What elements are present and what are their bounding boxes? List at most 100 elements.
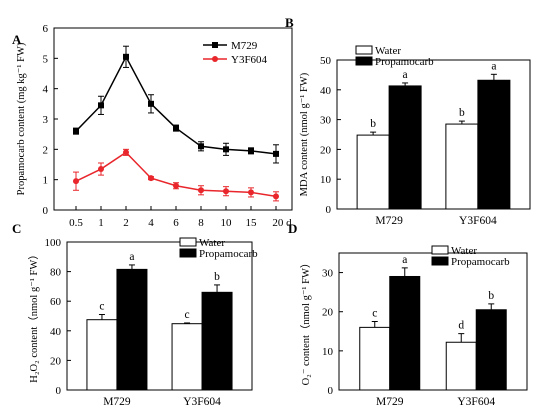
panel-a-point-m729 — [198, 143, 204, 150]
panel-b-legend-label-water: Water — [375, 45, 401, 57]
panel-c-plot-frame — [66, 241, 253, 391]
panel-a-x-tick-label: 8 — [198, 217, 204, 229]
panel-b-y-tick-label: 20 — [320, 144, 332, 156]
panel-c-significance-letter: c — [184, 309, 189, 321]
panel-c-bar-propamocarb — [116, 268, 148, 391]
panel-c-y-tick-label: 60 — [50, 296, 62, 308]
panel-a-x-tick-label: 20 d — [272, 217, 292, 229]
panel-a-x-tick-label: 1 — [98, 217, 104, 229]
panel-b-significance-letter: a — [491, 60, 496, 72]
panel-b-y-tick-label: 0 — [326, 204, 332, 216]
panel-a-point-m729 — [273, 150, 279, 157]
panel-c-y-tick-label: 20 — [50, 355, 62, 367]
panel-a-x-tick-label: 2 — [123, 217, 129, 229]
panel-a-point-m729 — [123, 53, 129, 60]
panel-label-a: A — [12, 32, 22, 47]
panel-c-legend-label-water: Water — [199, 237, 225, 249]
panel-c-significance-letter: c — [99, 301, 104, 313]
panel-label-b: B — [285, 15, 294, 30]
panel-b-legend-swatch-water — [355, 45, 373, 55]
panel-d-y-tick-label: 10 — [322, 346, 334, 358]
panel-d-y-tick-label: 20 — [322, 307, 334, 319]
panel-b-significance-letter: a — [403, 69, 408, 81]
panel-a-point-m729 — [173, 125, 179, 132]
panel-c-y-axis-label: H₂O₂ content（nmol g⁻¹ FW） — [28, 249, 40, 383]
panel-d-bar-propamocarb — [389, 275, 421, 391]
panel-a-point-y3f604 — [123, 149, 129, 156]
panel-b-bar-propamocarb — [477, 79, 511, 210]
panel-a-y-tick-label: 2 — [43, 144, 49, 156]
panel-a-point-m729 — [223, 146, 229, 153]
panel-a-y-tick-label: 0 — [43, 205, 49, 217]
panel-c-significance-letter: a — [129, 251, 134, 263]
panel-b-plot-frame — [336, 59, 531, 210]
panel-label-c: C — [12, 221, 21, 236]
panel-b-legend-swatch-propamocarb — [355, 56, 373, 66]
panel-b-bar-propamocarb — [388, 85, 422, 210]
panel-d-bar-propamocarb — [475, 309, 507, 391]
panel-a-line-chart: 0 1 2 3 4 5 6 Propamocarb content (mg kg⁻¹ FW) 0… — [16, 23, 293, 229]
panel-a-x-tick-label: 15 — [246, 217, 258, 229]
panel-b-legend-label-propamocarb: Propamocarb — [375, 56, 434, 68]
panel-a-x-tick-label: 6 — [173, 217, 179, 229]
panel-b-bar-water — [356, 134, 390, 210]
panel-a-legend-marker-y3f604 — [212, 56, 218, 62]
panel-c-y-tick-label: 80 — [50, 267, 62, 279]
panel-b-y-tick-label: 40 — [320, 85, 332, 97]
panel-a-series-line-m729 — [75, 55, 277, 155]
panel-b-bar-water — [445, 123, 479, 210]
panel-a-x-tick-label: 10 — [221, 217, 233, 229]
panel-a-point-m729 — [98, 102, 104, 109]
panel-b-significance-letter: b — [459, 107, 465, 119]
panel-a-y-tick-label: 6 — [43, 23, 49, 35]
panel-c-x-tick-label: M729 — [103, 396, 131, 408]
panel-d-y-tick-label: 30 — [322, 268, 334, 280]
panel-d-y-axis-label: O₂⁻ content（nmol g⁻¹ FW） — [300, 258, 312, 386]
panel-d-legend-label-water: Water — [451, 245, 477, 257]
panel-d-legend-swatch-water — [431, 245, 449, 255]
panel-a-legend-marker-m729 — [212, 42, 218, 48]
panel-a-y-tick-label: 4 — [43, 84, 49, 96]
panel-d-significance-letter: c — [372, 308, 377, 320]
panel-c-bar-propamocarb — [201, 291, 233, 391]
panel-a-legend-label-y3f604: Y3F604 — [231, 54, 268, 66]
panel-d-legend-swatch-propamocarb — [431, 256, 449, 266]
panel-a-legend-label-m729: M729 — [231, 40, 258, 52]
panel-c-legend-swatch-water — [179, 237, 197, 247]
panel-d-x-tick-label: M729 — [376, 396, 404, 408]
panel-b-y-tick-label: 50 — [320, 55, 332, 67]
panel-a-point-y3f604 — [223, 188, 229, 195]
panel-a-point-y3f604 — [173, 182, 179, 189]
panel-c-y-tick-label: 40 — [50, 326, 62, 338]
panel-a-y-axis-label: Propamocarb content (mg kg⁻¹ FW) — [16, 42, 27, 195]
panel-b-bar-chart: 0 10 20 30 40 50 MDA content (nmol g⁻¹ FW) M729… — [299, 45, 531, 227]
panel-d-significance-letter: d — [458, 320, 464, 332]
panel-c-y-tick-label: 0 — [56, 385, 62, 397]
panel-d-significance-letter: b — [488, 290, 494, 302]
panel-d-bar-chart: 0 10 20 30 O₂⁻ content（nmol g⁻¹ FW） M729 c a Y3F… — [300, 245, 528, 408]
panel-a-point-y3f604 — [248, 189, 254, 196]
panel-c-legend-swatch-propamocarb — [179, 248, 197, 258]
panel-b-x-tick-label: Y3F604 — [459, 215, 497, 227]
panel-a-point-m729 — [148, 100, 154, 107]
panel-a-point-y3f604 — [198, 187, 204, 194]
panel-c-legend-label-propamocarb: Propamocarb — [199, 248, 258, 260]
panel-b-y-tick-label: 10 — [320, 174, 332, 186]
panel-c-bar-water — [86, 319, 118, 391]
panel-a-y-tick-label: 3 — [43, 114, 49, 126]
panel-label-d: D — [288, 221, 297, 236]
panel-d-significance-letter: a — [402, 254, 407, 266]
panel-d-x-tick-label: Y3F604 — [457, 396, 495, 408]
panel-a-point-m729 — [73, 128, 79, 135]
panel-c-bar-water — [171, 323, 203, 391]
panel-a-series-line-y3f604 — [75, 151, 277, 198]
panel-a-point-y3f604 — [273, 193, 279, 200]
panel-d-bar-water — [359, 326, 391, 391]
panel-d-bar-water — [445, 341, 477, 391]
panel-a-x-tick-label: 4 — [148, 217, 154, 229]
panel-a-point-y3f604 — [73, 178, 79, 185]
panel-a-y-tick-label: 1 — [43, 175, 49, 187]
panel-a-y-tick-label: 5 — [43, 53, 49, 65]
panel-c-bar-chart: 0 20 40 60 80 100 H₂O₂ content（nmol g⁻¹ FW） M72… — [28, 237, 258, 408]
